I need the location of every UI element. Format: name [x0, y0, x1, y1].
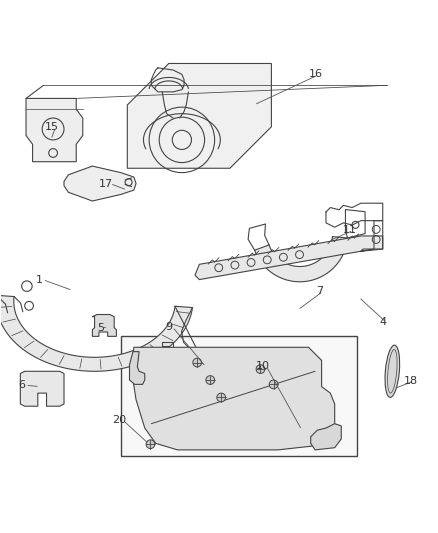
Text: 5: 5 — [97, 322, 104, 333]
Text: 17: 17 — [99, 179, 113, 189]
Polygon shape — [127, 63, 272, 168]
Ellipse shape — [385, 345, 399, 398]
Text: 4: 4 — [379, 317, 386, 327]
Polygon shape — [92, 314, 117, 336]
Text: 9: 9 — [165, 322, 172, 332]
Circle shape — [256, 365, 265, 374]
Text: 6: 6 — [18, 380, 25, 390]
Polygon shape — [311, 424, 341, 450]
Circle shape — [217, 393, 226, 402]
Circle shape — [269, 380, 278, 389]
Polygon shape — [254, 237, 348, 282]
Polygon shape — [195, 236, 383, 280]
Circle shape — [146, 440, 155, 449]
Text: 11: 11 — [343, 225, 357, 235]
Text: 1: 1 — [35, 274, 42, 285]
Bar — [121, 336, 357, 456]
Text: 16: 16 — [309, 69, 323, 79]
Polygon shape — [130, 352, 145, 384]
Text: 20: 20 — [113, 415, 127, 425]
Text: 7: 7 — [316, 286, 323, 296]
Polygon shape — [0, 295, 192, 372]
Polygon shape — [26, 99, 83, 161]
Polygon shape — [132, 348, 335, 450]
Circle shape — [206, 376, 215, 384]
Text: 18: 18 — [404, 376, 418, 386]
Polygon shape — [64, 166, 136, 201]
Text: 10: 10 — [256, 361, 270, 371]
Polygon shape — [20, 372, 64, 406]
Circle shape — [193, 358, 201, 367]
Text: 15: 15 — [45, 122, 59, 132]
